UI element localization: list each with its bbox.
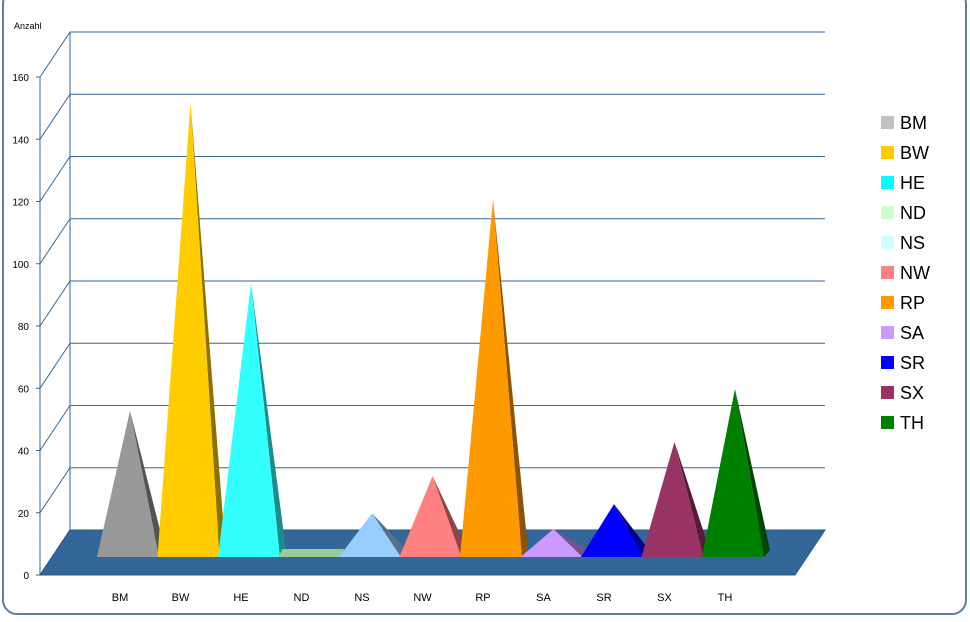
bar-layer [97, 102, 770, 557]
gridline-side [39, 280, 71, 327]
x-tick-label: SA [536, 592, 551, 604]
legend-label: BM [900, 113, 927, 133]
legend-label: TH [900, 413, 924, 433]
bar-SA [520, 528, 583, 557]
legend-label: SR [900, 353, 925, 373]
legend: BM BW HE ND NS NW RP SA SR SX TH [881, 113, 930, 433]
legend-label: ND [900, 203, 926, 223]
bar-side-NW [432, 476, 468, 557]
gridline-side [39, 342, 71, 389]
gridline-side [39, 218, 71, 265]
x-tick-label: BW [172, 592, 190, 604]
gridline-side [39, 156, 71, 202]
y-tick-label: 60 [18, 384, 30, 395]
bar-ND [278, 549, 345, 557]
x-tick-label: BM [112, 592, 129, 604]
gridline-side [39, 467, 71, 514]
x-tick-label: SX [657, 592, 672, 604]
legend-swatch [881, 116, 894, 129]
gridline-side [39, 405, 71, 451]
bar-side-BM [130, 410, 165, 557]
y-tick-label: 80 [18, 322, 30, 333]
legend-label: NW [900, 263, 930, 283]
y-tick-label: 20 [18, 509, 30, 520]
bar-SX [641, 441, 704, 557]
bar-NS [339, 513, 401, 557]
legend-swatch [881, 176, 894, 189]
y-tick-label: 140 [12, 135, 29, 146]
axis-layer: Anzahl [14, 21, 42, 31]
legend-swatch [881, 206, 894, 219]
y-axis-label: Anzahl [14, 21, 42, 31]
bar-side-SR [614, 504, 649, 557]
legend-label: BW [900, 143, 929, 163]
legend-label: SA [900, 323, 924, 343]
legend-swatch [881, 236, 894, 249]
y-tick-label: 100 [12, 260, 29, 271]
x-tick-label: NW [413, 592, 432, 604]
legend-label: RP [900, 293, 925, 313]
y-tick-label: 160 [12, 73, 29, 84]
gridline-side [39, 93, 71, 140]
bar-side-HE [251, 283, 286, 557]
bar-side-TH [735, 388, 770, 557]
y-tick-label: 0 [23, 571, 29, 582]
bar-side-NS [372, 513, 407, 557]
y-tick-label: 120 [12, 198, 29, 209]
legend-swatch [881, 356, 894, 369]
bar-side-BW [190, 102, 226, 557]
y-tick-label: 40 [18, 447, 30, 458]
bar-side-SX [674, 441, 710, 557]
x-tick-label: SR [596, 592, 611, 604]
x-tick-label: TH [718, 592, 733, 604]
bar-SR [581, 504, 643, 557]
legend-swatch [881, 326, 894, 339]
gridline-side [39, 31, 71, 78]
x-label-layer: BM BW HE ND NS NW RP SA SR SX TH [112, 592, 733, 604]
bar-side-SA [553, 528, 589, 557]
x-tick-label: RP [475, 592, 490, 604]
tick-layer: 0 20 40 60 80 100 120 140 160 [12, 73, 29, 582]
legend-swatch [881, 146, 894, 159]
legend-swatch [881, 386, 894, 399]
bar-BM [97, 410, 159, 557]
bar-side-RP [493, 199, 528, 557]
x-tick-label: HE [233, 592, 248, 604]
bar-HE [218, 283, 280, 557]
x-tick-label: NS [354, 592, 369, 604]
x-tick-label: ND [294, 592, 310, 604]
legend-label: NS [900, 233, 925, 253]
legend-swatch [881, 416, 894, 429]
bar-RP [460, 199, 522, 557]
bar-TH [702, 388, 764, 557]
legend-swatch [881, 296, 894, 309]
bar-BW [157, 102, 220, 557]
legend-label: SX [900, 383, 924, 403]
legend-label: HE [900, 173, 925, 193]
legend-swatch [881, 266, 894, 279]
bar-NW [399, 476, 462, 557]
